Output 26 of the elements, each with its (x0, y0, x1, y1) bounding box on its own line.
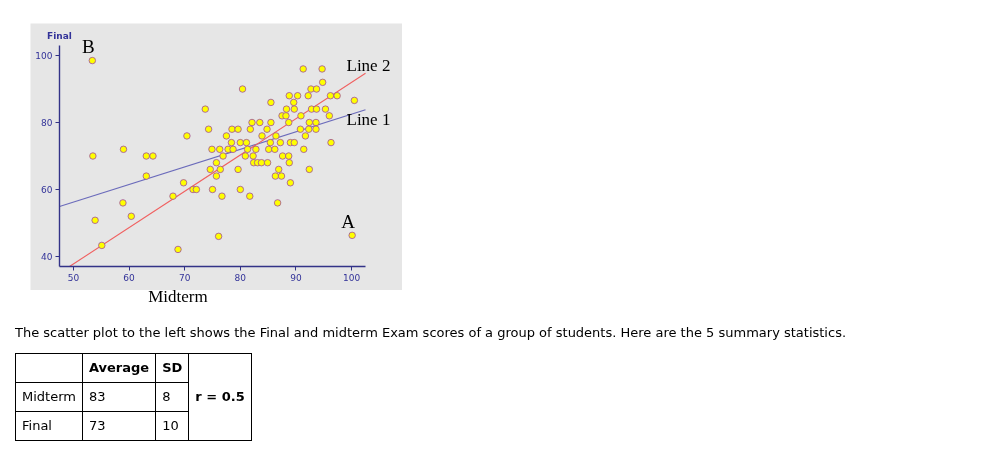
y-tick-label: 40 (41, 251, 53, 262)
y-tick-label: 60 (41, 184, 53, 195)
x-tick-label: 100 (343, 272, 361, 283)
series-label: Line 2 (346, 55, 391, 75)
series-label: Line 1 (346, 110, 391, 130)
text: Final (15, 411, 83, 441)
text: Average (82, 353, 156, 383)
text: The scatter plot to the left shows the Final and midterm Exam scores of a group of students. Here are the 5 summary statistics. (15, 324, 847, 342)
x-tick-label: 60 (123, 272, 136, 283)
x-axis-title: Midterm (147, 286, 209, 308)
text: Midterm (15, 382, 83, 412)
text: 8 (155, 382, 189, 412)
text: SD (155, 353, 189, 383)
x-tick-label: 70 (178, 272, 191, 283)
text: 83 (82, 382, 156, 412)
text: 73 (82, 411, 156, 441)
text: r = 0.5 (188, 353, 252, 441)
annotation: A (341, 210, 356, 232)
y-tick-label: 100 (35, 51, 53, 62)
x-tick-label: 50 (67, 272, 80, 283)
annotation: B (81, 36, 95, 58)
y-axis-title: Final (47, 30, 72, 41)
x-tick-label: 80 (234, 272, 247, 283)
text: 10 (155, 411, 189, 441)
x-tick-label: 90 (290, 272, 302, 283)
y-tick-label: 80 (41, 118, 53, 129)
